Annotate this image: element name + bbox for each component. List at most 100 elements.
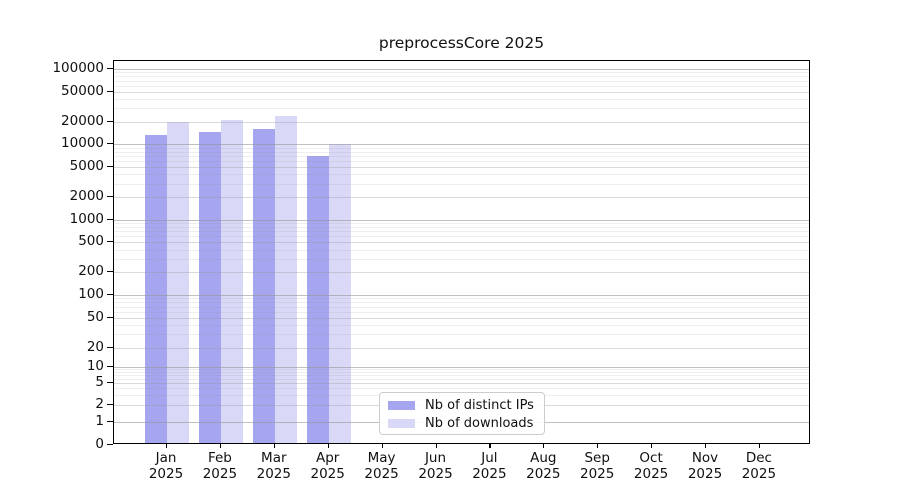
x-tick-label-apr: Apr 2025 <box>296 450 360 482</box>
x-tick-label-jul: Jul 2025 <box>457 450 521 482</box>
plot-area <box>113 60 810 444</box>
bar-downloads-jan <box>167 122 189 443</box>
legend-label: Nb of distinct IPs <box>425 398 534 413</box>
x-tick-mark <box>327 443 329 448</box>
y-tick-label: 10 <box>86 357 104 374</box>
x-tick-label-nov: Nov 2025 <box>673 450 737 482</box>
minor-gridline <box>114 98 809 100</box>
x-tick-month: Nov <box>691 450 719 466</box>
y-tick-label: 50000 <box>61 82 104 99</box>
x-tick-label-dec: Dec 2025 <box>727 450 791 482</box>
x-tick-label-aug: Aug 2025 <box>511 450 575 482</box>
x-tick-year: 2025 <box>526 465 561 482</box>
legend-entry-distinct-ips: Nb of distinct IPs <box>388 397 536 414</box>
y-tick-mark <box>107 403 113 406</box>
major-gridline <box>114 69 809 70</box>
x-tick-label-feb: Feb 2025 <box>188 450 252 482</box>
y-tick-mark <box>107 90 113 92</box>
bar-downloads-apr <box>328 143 351 443</box>
x-tick-year: 2025 <box>580 465 615 482</box>
x-tick-mark <box>543 443 545 448</box>
x-tick-year: 2025 <box>310 465 345 482</box>
y-tick-mark <box>107 293 113 296</box>
y-tick-label: 0 <box>95 436 104 452</box>
x-tick-mark <box>651 443 653 448</box>
x-tick-month: May <box>367 450 396 466</box>
x-tick-month: Jun <box>424 450 447 466</box>
major-gridline <box>114 91 809 93</box>
y-tick-mark <box>107 218 113 220</box>
major-gridline <box>114 121 809 123</box>
x-tick-year: 2025 <box>741 465 777 482</box>
chart-title: preprocessCore 2025 <box>378 34 545 52</box>
x-tick-year: 2025 <box>202 465 238 482</box>
x-tick-mark <box>435 443 437 448</box>
x-tick-mark <box>381 443 383 448</box>
x-tick-mark <box>597 443 599 448</box>
x-tick-year: 2025 <box>148 465 184 482</box>
legend: Nb of distinct IPs Nb of downloads <box>379 392 545 435</box>
x-tick-mark <box>219 443 222 448</box>
x-tick-month: Jul <box>481 450 498 466</box>
y-tick-label: 100000 <box>52 60 104 76</box>
y-tick-label: 100 <box>78 285 104 302</box>
minor-gridline <box>114 80 809 82</box>
x-tick-mark <box>166 443 168 448</box>
x-tick-year: 2025 <box>633 465 669 482</box>
x-tick-year: 2025 <box>256 465 291 482</box>
minor-gridline <box>114 72 809 74</box>
y-tick-mark <box>107 316 113 318</box>
bar-distinct-ips-mar <box>252 129 275 443</box>
y-tick-label: 10000 <box>61 135 104 152</box>
y-tick-label: 1 <box>95 412 104 429</box>
x-tick-mark <box>758 443 761 448</box>
x-tick-month: Dec <box>745 450 772 466</box>
x-tick-year: 2025 <box>687 465 723 482</box>
legend-swatch-distinct-ips <box>388 401 415 410</box>
y-tick-mark <box>107 241 113 243</box>
x-tick-month: Jan <box>155 450 177 466</box>
y-tick-label: 500 <box>78 233 104 250</box>
x-tick-label-may: May 2025 <box>350 450 414 482</box>
y-tick-label: 50 <box>86 308 104 325</box>
y-tick-mark <box>107 68 113 70</box>
x-tick-year: 2025 <box>418 465 453 482</box>
x-tick-month: Sep <box>584 450 610 466</box>
y-tick-mark <box>107 165 113 168</box>
x-tick-mark <box>489 443 491 448</box>
y-tick-label: 5 <box>95 374 104 391</box>
y-tick-label: 5000 <box>69 157 104 174</box>
y-tick-mark <box>107 382 113 384</box>
y-tick-label: 2 <box>95 395 104 412</box>
x-tick-label-jan: Jan 2025 <box>134 450 198 482</box>
minor-gridline <box>114 108 809 110</box>
x-tick-month: Aug <box>530 450 557 466</box>
x-tick-label-oct: Oct 2025 <box>619 450 683 482</box>
x-tick-year: 2025 <box>472 465 507 482</box>
x-tick-label-mar: Mar 2025 <box>242 450 306 482</box>
bar-downloads-mar <box>274 115 297 443</box>
x-tick-month: Feb <box>207 450 232 466</box>
y-tick-label: 200 <box>78 263 104 280</box>
x-tick-month: Mar <box>261 450 287 466</box>
x-tick-label-sep: Sep 2025 <box>565 450 629 482</box>
y-tick-mark <box>107 444 113 446</box>
x-tick-year: 2025 <box>364 465 399 482</box>
x-tick-month: Oct <box>639 450 663 466</box>
bar-distinct-ips-jan <box>145 135 167 443</box>
x-tick-label-jun: Jun 2025 <box>404 450 468 482</box>
bar-distinct-ips-feb <box>198 131 221 443</box>
y-tick-mark <box>107 365 113 367</box>
y-tick-mark <box>107 271 113 273</box>
bar-downloads-feb <box>220 120 243 443</box>
x-tick-month: Apr <box>316 450 340 466</box>
legend-entry-downloads: Nb of downloads <box>388 415 536 432</box>
x-tick-mark <box>705 443 707 448</box>
y-tick-mark <box>107 120 113 122</box>
y-tick-label: 2000 <box>69 187 104 204</box>
y-tick-label: 1000 <box>69 210 104 227</box>
x-tick-mark <box>273 443 275 448</box>
y-tick-label: 20000 <box>61 112 104 129</box>
minor-gridline <box>114 76 809 78</box>
